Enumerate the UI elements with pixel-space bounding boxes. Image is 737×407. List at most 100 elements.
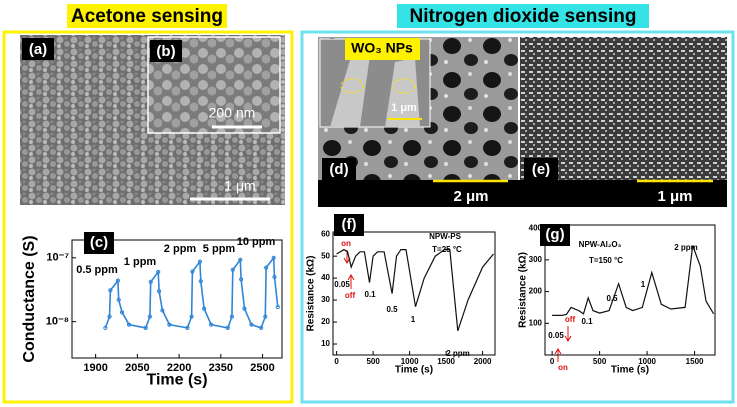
data-point (208, 322, 214, 327)
data-point (108, 288, 113, 293)
x-tick-label: 500 (366, 357, 380, 366)
label-box (524, 158, 558, 182)
data-point (103, 325, 108, 330)
data-point (107, 314, 112, 319)
x-tick-label: 2350 (209, 362, 233, 374)
annotation: NPW-PS (429, 232, 462, 241)
y-tick-label: 100 (529, 318, 543, 327)
data-line (104, 255, 279, 329)
label-box (150, 40, 182, 62)
data-point (116, 297, 121, 302)
x-axis-title: Time (s) (611, 365, 649, 376)
panel-label: (a) (29, 41, 47, 58)
x-tick-label: 1000 (401, 357, 419, 366)
heading: Nitrogen dioxide sensing (410, 6, 637, 27)
annotation: 2 ppm (446, 349, 470, 358)
annotation: on (558, 363, 568, 372)
data-point (230, 267, 235, 272)
x-axis-title: Time (s) (395, 365, 433, 376)
x-tick-label: 2050 (125, 362, 149, 374)
panel-label: (g) (545, 226, 564, 243)
label-box (345, 38, 420, 60)
annotation: off (345, 291, 356, 300)
highlight (392, 78, 416, 94)
annotation: 1 (641, 280, 646, 289)
data-point (271, 255, 276, 260)
y-tick-label: 50 (321, 251, 330, 260)
data-point (225, 325, 230, 330)
annotation: 0.05 (334, 280, 350, 289)
data-point (119, 310, 125, 315)
x-tick-label: 1000 (638, 357, 656, 366)
data-point (198, 279, 203, 284)
y-axis-title: Conductance (S) (21, 235, 38, 362)
data-point (115, 278, 120, 283)
label-box (322, 158, 356, 182)
data-point (202, 306, 207, 311)
label-box (334, 214, 364, 236)
y-tick-label: 60 (321, 229, 330, 238)
annotation: 1 (411, 315, 416, 324)
annotation: T=25 °C (432, 245, 462, 254)
panel-label: (b) (156, 43, 175, 60)
annotation: off (565, 315, 576, 324)
arrow (564, 326, 572, 342)
scale-label: 200 nm (209, 105, 256, 121)
data-line (552, 245, 715, 316)
highlight (340, 78, 364, 94)
data-point (264, 265, 269, 270)
y-tick-label: 300 (529, 255, 543, 264)
heading-bg (67, 4, 227, 28)
scale-label: 1 μm (224, 178, 255, 194)
x-tick-label: 1500 (437, 357, 455, 366)
plot-frame (332, 231, 496, 356)
sem-image (520, 37, 727, 182)
scale-label: 1 μm (391, 102, 417, 114)
y-axis-title: Resistance (kΩ) (518, 252, 529, 328)
data-point (272, 274, 277, 280)
data-point (156, 289, 162, 294)
x-tick-label: 2200 (167, 362, 191, 374)
annotation: 2 ppm (164, 243, 197, 255)
data-point (242, 306, 247, 311)
label-box (84, 232, 114, 254)
data-point (156, 269, 161, 275)
inset-label: WO₃ NPs (351, 40, 413, 56)
data-point (148, 279, 153, 284)
data-point (147, 314, 152, 319)
data-point (263, 314, 268, 319)
y-tick-label: 10⁻⁸ (46, 316, 69, 328)
annotation: 0.1 (581, 317, 593, 326)
y-tick-label: 10⁻⁷ (46, 252, 69, 264)
x-tick-label: 1900 (83, 362, 107, 374)
label-box (540, 224, 570, 246)
inset-structure (330, 55, 420, 127)
annotation: 5 ppm (203, 243, 236, 255)
panel-frame (2, 30, 294, 404)
arrow (347, 274, 355, 289)
data-point (160, 308, 165, 313)
y-tick-label: 20 (321, 317, 330, 326)
x-tick-label: 0 (550, 357, 555, 366)
scale-label: 2 μm (453, 188, 488, 205)
y-tick-label: 30 (321, 295, 330, 304)
x-tick-label: 2000 (474, 357, 492, 366)
x-axis-title: Time (s) (146, 371, 207, 388)
arrow (554, 348, 562, 362)
annotation: 0.05 (548, 331, 564, 340)
data-point (239, 277, 244, 282)
data-point (275, 304, 280, 310)
x-tick-label: 1500 (686, 357, 704, 366)
annotation: 0.5 (606, 294, 618, 303)
data-point (167, 322, 172, 327)
panel-label: (f) (342, 216, 357, 233)
panel-label: (e) (532, 161, 550, 178)
scale-label: 1 μm (657, 188, 692, 205)
y-tick-label: 10 (321, 339, 330, 348)
x-tick-label: 0 (334, 357, 339, 366)
data-point (189, 314, 194, 319)
data-point (190, 269, 195, 274)
y-tick-label: 200 (529, 287, 543, 296)
